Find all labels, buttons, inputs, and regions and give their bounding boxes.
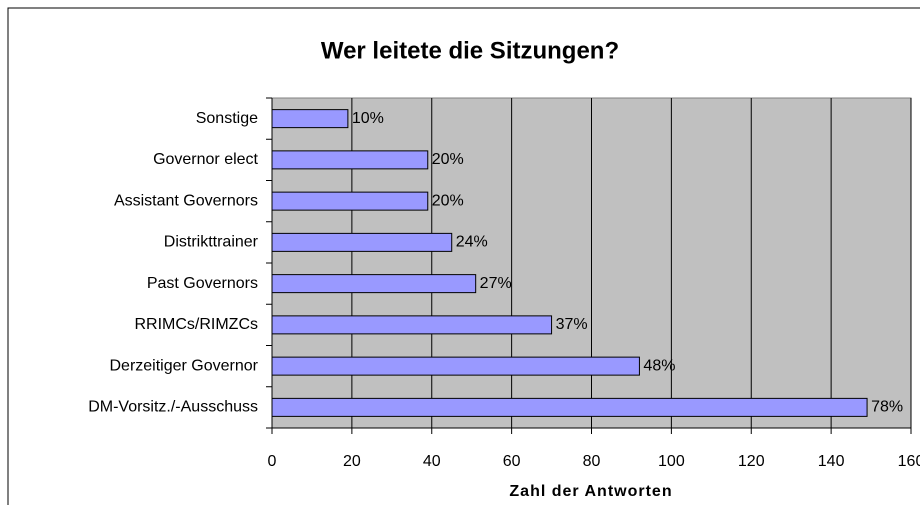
- bar: [271, 274, 477, 294]
- y-tick-label: Governor elect: [153, 151, 258, 168]
- data-label: 24%: [456, 234, 488, 251]
- data-label: 10%: [352, 110, 384, 127]
- x-tick-label: 140: [818, 453, 845, 470]
- y-tick-label: Sonstige: [196, 110, 258, 127]
- bar: [271, 150, 429, 170]
- bar: [271, 397, 868, 417]
- bar: [271, 315, 553, 335]
- x-tick-label: 160: [898, 453, 920, 470]
- data-label: 48%: [643, 357, 675, 374]
- x-tick-label: 100: [658, 453, 685, 470]
- y-tick-label: Derzeitiger Governor: [110, 357, 259, 374]
- data-label: 27%: [480, 275, 512, 292]
- bar: [271, 109, 349, 129]
- x-axis-title: Zahl der Antworten: [509, 483, 672, 500]
- bar: [271, 191, 429, 211]
- data-label: 20%: [432, 192, 464, 209]
- bar: [271, 232, 453, 252]
- data-label: 20%: [432, 151, 464, 168]
- y-tick-label: RRIMCs/RIMZCs: [134, 316, 258, 333]
- x-tick-label: 40: [423, 453, 441, 470]
- chart-title: Wer leitete die Sitzungen?: [321, 37, 619, 64]
- data-label: 78%: [871, 399, 903, 416]
- bar: [271, 356, 640, 376]
- x-tick-label: 80: [583, 453, 601, 470]
- x-tick-label: 60: [503, 453, 521, 470]
- x-tick-label: 0: [268, 453, 277, 470]
- x-tick-label: 120: [738, 453, 765, 470]
- data-label: 37%: [556, 316, 588, 333]
- x-tick-label: 20: [343, 453, 361, 470]
- y-tick-label: Assistant Governors: [114, 192, 258, 209]
- y-tick-label: DM-Vorsitz./-Ausschuss: [88, 399, 258, 416]
- y-tick-label: Past Governors: [147, 275, 258, 292]
- y-tick-label: Distrikttrainer: [164, 234, 259, 251]
